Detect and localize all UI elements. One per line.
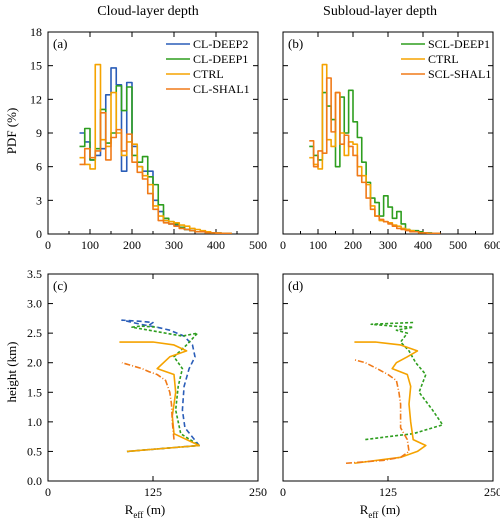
x-tick-label: 0: [280, 238, 286, 252]
x-axis-label-c: Reff (m): [125, 502, 166, 520]
left-column-title: Cloud-layer depth: [97, 4, 198, 19]
panel-d: 0 125 250 (d): [280, 273, 500, 499]
series-group: [79, 63, 232, 234]
x-tick-label: 250: [484, 485, 500, 499]
series-line-cl-shal1: [79, 112, 232, 234]
x-tick-label: 200: [344, 238, 362, 252]
x-tick-label: 125: [379, 485, 397, 499]
series-line-ctrl: [119, 341, 200, 453]
x-tick-label: 100: [81, 238, 99, 252]
right-column-title: Subloud-layer depth: [323, 4, 437, 19]
y-tick-label: 9: [36, 126, 42, 140]
legend-label-ctrl: CTRL: [428, 52, 459, 66]
y-tick-label: 1.0: [27, 415, 42, 429]
x-tick-label: 500: [249, 238, 267, 252]
panel-b: 0 100 200 300 400 500 600 (b) SCL-DEEP1CTRLSCL-S…: [280, 31, 500, 252]
y-tick-label: 2.0: [27, 356, 42, 370]
series-line-scl-shal1: [345, 358, 410, 465]
panel-label-a: (a): [53, 36, 67, 51]
x-tick-label: 300: [379, 238, 397, 252]
series-group: [119, 319, 200, 453]
x-tick-label: 100: [309, 238, 327, 252]
x-tick-label: 400: [207, 238, 225, 252]
panel-d-frame: [282, 273, 494, 482]
x-tick-label: 300: [165, 238, 183, 252]
series-line-cl-deep1: [126, 325, 200, 453]
y-tick-label: 0.0: [27, 474, 42, 488]
x-tick-label: 500: [449, 238, 467, 252]
legend-label-cl-shal1: CL-SHAL1: [193, 82, 250, 96]
y-tick-label: 15: [30, 59, 42, 73]
legend-label-cl-deep2: CL-DEEP2: [193, 37, 248, 51]
legend-label-scl-deep1: SCL-DEEP1: [428, 37, 490, 51]
y-tick-label: 3.5: [27, 267, 42, 281]
panel-label-d: (d): [288, 278, 303, 293]
x-axis-label-d: Reff (m): [360, 502, 401, 520]
panel-c: 0 125 250 0.0 0.5 1.0 1.5 2.0 2.5 3.0 3.5 (c): [27, 267, 267, 499]
y-tick-label: 0: [36, 227, 42, 241]
x-tick-label: 200: [123, 238, 141, 252]
x-tick-label: 400: [414, 238, 432, 252]
y-tick-label: 2.5: [27, 326, 42, 340]
legend-label-cl-deep1: CL-DEEP1: [193, 52, 248, 66]
y-tick-label: 1.5: [27, 385, 42, 399]
y-tick-label: 12: [30, 92, 42, 106]
panel-label-b: (b): [288, 36, 303, 51]
y-tick-label: 3.0: [27, 297, 42, 311]
x-tick-label: 125: [144, 485, 162, 499]
series-line-scl-shal1: [309, 77, 441, 234]
panel-label-c: (c): [53, 278, 67, 293]
x-tick-label: 0: [45, 238, 51, 252]
series-line-ctrl: [354, 341, 427, 465]
series-group: [309, 63, 441, 234]
legend-label-scl-shal1: SCL-SHAL1: [428, 67, 491, 81]
series-line-cl-shal1: [121, 361, 175, 440]
series-line-cl-deep2: [121, 319, 200, 453]
legend-label-ctrl: CTRL: [193, 67, 224, 81]
y-tick-label: 6: [36, 160, 42, 174]
x-tick-label: 600: [484, 238, 500, 252]
series-group: [345, 321, 444, 465]
series-line-ctrl: [309, 63, 441, 234]
x-tick-label: 250: [249, 485, 267, 499]
y-tick-label: 18: [30, 25, 42, 39]
y-tick-label: 0.5: [27, 444, 42, 458]
x-tick-label: 0: [45, 485, 51, 499]
height-ylabel: height (km): [4, 341, 19, 402]
pdf-ylabel: PDF (%): [4, 108, 19, 155]
series-line-cl-deep1: [79, 85, 232, 234]
y-tick-label: 3: [36, 193, 42, 207]
x-tick-label: 0: [280, 485, 286, 499]
series-line-scl-deep1: [365, 321, 444, 441]
